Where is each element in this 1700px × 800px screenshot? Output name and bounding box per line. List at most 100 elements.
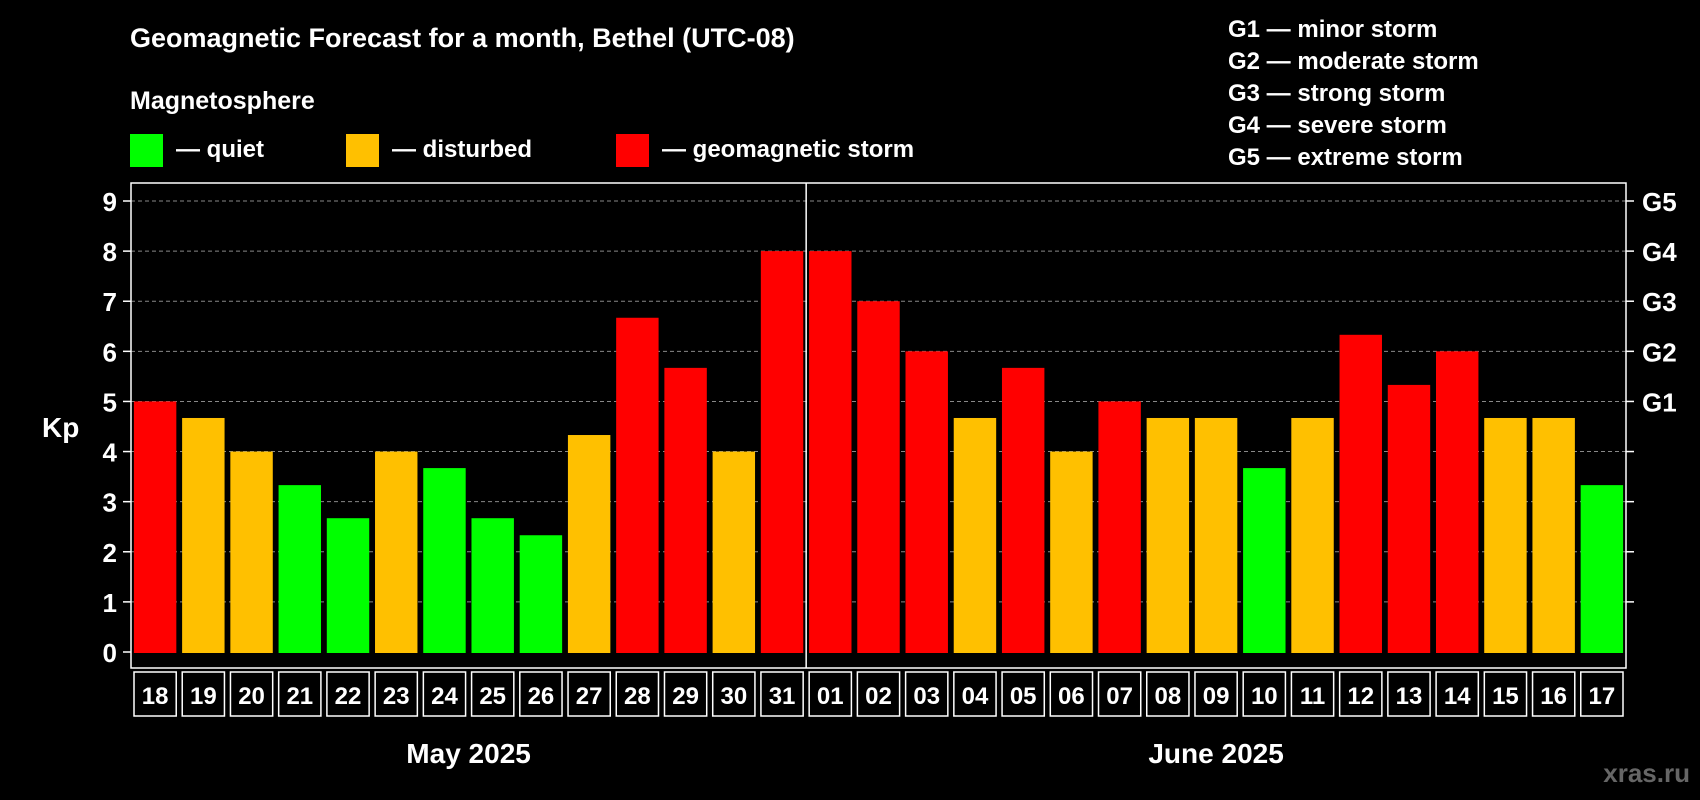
date-label: 11	[1300, 683, 1325, 710]
date-label: 28	[624, 683, 651, 710]
date-label: 24	[431, 683, 458, 710]
date-label: 10	[1251, 683, 1278, 710]
date-box	[856, 671, 901, 717]
kp-bar	[1532, 417, 1575, 653]
date-box	[808, 671, 853, 717]
y-tick-label: 0	[103, 638, 117, 668]
date-box	[567, 671, 612, 717]
y-axis-label: Kp	[42, 412, 79, 443]
kp-bar	[1387, 384, 1431, 653]
date-label: 02	[865, 683, 892, 710]
date-label: 04	[962, 683, 989, 710]
date-box	[663, 671, 708, 717]
date-box	[1242, 671, 1287, 717]
date-box	[422, 671, 467, 717]
storm-scale-g3: G3 — strong storm	[1228, 80, 1445, 107]
kp-bar	[1291, 417, 1334, 653]
kp-bar	[326, 518, 370, 653]
storm-scale-g5: G5 — extreme storm	[1228, 144, 1463, 171]
kp-bar	[857, 301, 900, 653]
kp-bar	[712, 451, 756, 653]
storm-level-label: G3	[1642, 287, 1677, 317]
date-label: 03	[913, 683, 940, 710]
storm-scale-g2: G2 — moderate storm	[1228, 48, 1479, 75]
date-box	[615, 671, 660, 717]
y-tick-label: 9	[103, 187, 117, 217]
date-label: 09	[1203, 683, 1230, 710]
date-box	[1531, 671, 1576, 717]
kp-bar	[1580, 485, 1624, 653]
y-tick-label: 7	[103, 287, 117, 317]
kp-bar	[1484, 417, 1527, 653]
date-label: 19	[190, 683, 217, 710]
y-tick-label: 5	[103, 387, 117, 417]
date-box	[1338, 671, 1383, 717]
kp-bar	[1339, 334, 1382, 653]
kp-bar	[616, 317, 659, 653]
kp-bar	[664, 367, 707, 653]
legend-swatch-storm	[616, 134, 649, 167]
kp-bar	[1194, 417, 1238, 653]
date-box	[711, 671, 756, 717]
date-label: 22	[335, 683, 362, 710]
date-box	[904, 671, 949, 717]
date-box	[760, 671, 804, 717]
date-label: 16	[1540, 683, 1567, 710]
chart-title: Geomagnetic Forecast for a month, Bethel…	[130, 23, 795, 53]
date-label: 13	[1396, 683, 1423, 710]
kp-bar	[1098, 401, 1141, 653]
date-box	[1097, 671, 1142, 717]
month-label: May 2025	[406, 738, 531, 769]
date-label: 21	[286, 683, 313, 710]
storm-scale-g4: G4 — severe storm	[1228, 112, 1447, 139]
date-label: 17	[1589, 683, 1616, 710]
date-label: 12	[1347, 683, 1374, 710]
date-label: 31	[769, 683, 796, 710]
date-box	[374, 671, 419, 717]
date-box	[229, 671, 274, 717]
legend-label-quiet: — quiet	[176, 136, 264, 163]
watermark: xras.ru	[1603, 758, 1690, 788]
kp-bar	[1243, 468, 1286, 653]
storm-level-label: G1	[1642, 387, 1677, 417]
y-tick-label: 4	[103, 438, 118, 468]
date-label: 27	[576, 683, 603, 710]
date-box	[326, 671, 370, 717]
date-box	[133, 671, 177, 717]
date-box	[1049, 671, 1094, 717]
date-label: 15	[1492, 683, 1519, 710]
kp-bar	[133, 401, 177, 653]
date-box	[277, 671, 322, 717]
kp-bar	[423, 468, 466, 653]
date-label: 20	[238, 683, 265, 710]
storm-level-label: G2	[1642, 337, 1677, 367]
date-label: 14	[1444, 683, 1471, 710]
kp-bar	[760, 251, 804, 653]
date-box	[1483, 671, 1528, 717]
kp-bar	[1050, 451, 1093, 653]
kp-bar	[905, 351, 948, 653]
y-tick-label: 3	[103, 488, 117, 518]
legend-label-disturbed: — disturbed	[392, 136, 532, 163]
date-label: 29	[672, 683, 699, 710]
kp-bar	[953, 417, 997, 653]
y-tick-label: 8	[103, 237, 117, 267]
kp-bar	[1001, 367, 1045, 653]
legend-swatch-disturbed	[346, 134, 379, 167]
y-tick-label: 2	[103, 538, 117, 568]
date-label: 18	[142, 683, 169, 710]
y-tick-label: 1	[103, 588, 117, 618]
kp-bar	[375, 451, 418, 653]
plot-frame	[130, 182, 1627, 669]
date-box	[1001, 671, 1046, 717]
date-box	[1145, 671, 1190, 717]
date-box	[1290, 671, 1335, 717]
legend-heading: Magnetosphere	[130, 87, 315, 115]
month-label: June 2025	[1148, 738, 1283, 769]
date-label: 30	[720, 683, 747, 710]
date-label: 05	[1010, 683, 1037, 710]
kp-bar	[567, 435, 611, 653]
kp-bar	[471, 518, 514, 653]
date-label: 26	[528, 683, 555, 710]
